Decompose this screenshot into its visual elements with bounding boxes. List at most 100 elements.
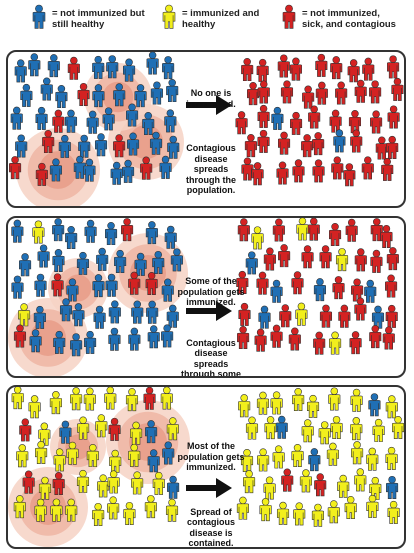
person-icon [337, 474, 350, 498]
person-icon [128, 443, 141, 467]
person-icon [146, 52, 159, 75]
person-icon [42, 130, 55, 154]
person-icon [277, 54, 290, 78]
person-icon [347, 59, 360, 83]
person-icon [11, 219, 24, 243]
person-icon [59, 298, 73, 322]
right-arrow-icon [186, 478, 232, 498]
person-icon [349, 331, 362, 355]
person-icon [92, 84, 105, 108]
person-icon [354, 248, 367, 272]
person-icon [366, 494, 379, 518]
person-icon [122, 159, 135, 183]
person-icon [11, 275, 24, 299]
person-icon [251, 226, 264, 250]
person-icon [391, 77, 404, 101]
person-icon [344, 495, 357, 520]
person-icon [73, 155, 86, 179]
person-icon [161, 324, 174, 348]
person-icon [306, 394, 320, 418]
person-icon [276, 501, 290, 525]
person-icon [361, 156, 374, 180]
person-icon [329, 109, 342, 133]
person-icon [93, 305, 106, 329]
person-icon [107, 470, 120, 494]
person-icon [256, 271, 269, 295]
person-icon [83, 158, 96, 182]
person-icon [145, 420, 158, 444]
person-icon [237, 325, 250, 350]
person-icon [70, 387, 83, 411]
person-icon [92, 502, 105, 526]
person-icon [47, 54, 60, 78]
person-icon [145, 221, 158, 245]
person-icon [235, 111, 248, 135]
person-icon [147, 449, 160, 473]
person-icon [263, 476, 276, 500]
person-icon [94, 133, 108, 157]
person-icon [128, 271, 141, 295]
person-icon [290, 111, 303, 135]
person-icon [53, 448, 66, 472]
person-icon [15, 134, 28, 158]
person-icon [241, 58, 254, 82]
person-icon [354, 297, 367, 321]
person-icon [387, 105, 400, 129]
person-icon [19, 418, 32, 442]
person-icon [167, 135, 180, 159]
person-icon [247, 82, 260, 106]
person-icon [77, 82, 90, 106]
person-icon [280, 80, 294, 104]
person-icon [257, 104, 270, 128]
person-icon [372, 418, 385, 442]
person-icon [381, 157, 394, 181]
person-icon [121, 218, 134, 242]
person-icon [338, 304, 351, 328]
person-icon [312, 159, 325, 183]
person-icon [236, 496, 249, 520]
person-icon [159, 155, 172, 179]
person-icon [270, 324, 283, 348]
person-icon [330, 56, 343, 80]
person-icon [64, 109, 78, 133]
person-icon [37, 244, 50, 268]
person-icon [29, 329, 42, 353]
person-icon [161, 278, 174, 302]
person-icon [102, 107, 115, 131]
person-icon [256, 391, 270, 415]
crowd-scene [8, 218, 399, 376]
person-icon [32, 220, 45, 244]
person-icon [170, 248, 183, 272]
person-icon [35, 106, 48, 130]
person-icon [369, 325, 382, 349]
person-icon [52, 248, 65, 272]
person-icon [83, 387, 96, 411]
panel-caption: No one is immunized. Contagious disease … [176, 88, 246, 202]
person-icon [126, 132, 140, 156]
person-icon [319, 245, 332, 269]
person-icon [66, 441, 79, 465]
person-icon [313, 331, 326, 355]
person-icon [257, 129, 270, 153]
person-icon [128, 327, 141, 351]
person-icon [76, 251, 89, 275]
person-icon [385, 274, 398, 298]
person-icon [144, 495, 157, 519]
person-icon [243, 470, 256, 494]
person-icon [370, 110, 383, 134]
person-icon [149, 131, 163, 155]
person-icon [299, 469, 312, 493]
person-icon [97, 474, 110, 498]
person-icon [150, 81, 163, 105]
person-icon [51, 273, 64, 297]
panel-no-immunization: No one is immunized. Contagious disease … [6, 50, 406, 208]
person-icon [58, 134, 71, 158]
person-icon [382, 326, 395, 350]
person-icon [142, 111, 155, 136]
person-icon [386, 135, 399, 159]
person-icon [152, 250, 165, 274]
person-icon [308, 448, 321, 472]
person-icon [364, 279, 377, 303]
person-icon [331, 156, 344, 180]
person-icon [315, 53, 328, 77]
